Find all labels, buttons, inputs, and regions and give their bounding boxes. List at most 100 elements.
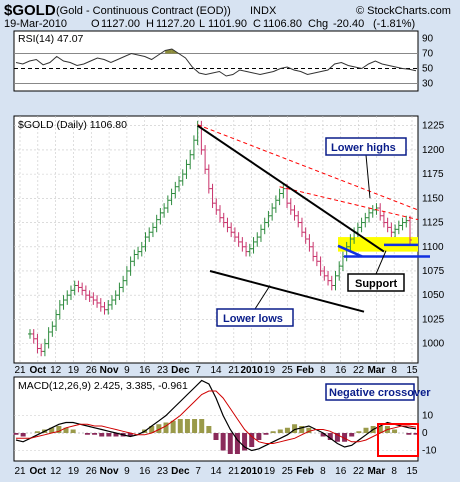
price-grid [14,116,418,363]
price-tick-label: 1200 [422,145,445,156]
x-axis-tick-label: 25 [282,365,294,376]
resistance-line-lower [279,186,419,221]
macd-histogram-bar [49,427,55,433]
price-panel: $GOLD (Daily) 1106.80 1225 1200 1175 1150 11… [13,115,445,364]
price-tick-label: 1150 [422,193,444,204]
rsi-grid [14,53,418,84]
macd-histogram-bar [249,433,255,447]
price-tick-label: 1100 [422,242,444,253]
x-axis-tick-label: 12 [50,365,62,376]
lower-highs-pointer [365,154,371,199]
x-axis-tick-label: 2010 [241,466,264,477]
macd-histogram-bar [406,433,412,435]
macd-histogram-bar [349,433,355,437]
x-axis-tick-label: 25 [282,466,294,477]
x-axis-tick-label: 21 [14,365,26,376]
price-label: $GOLD (Daily) 1106.80 [18,119,127,131]
lower-highs-callout: Lower highs [325,137,407,156]
macd-histogram-bar [242,433,248,451]
rsi-tick-label: 70 [422,49,434,60]
price-tick-label: 1175 [422,169,444,180]
x-axis-tick-label: Dec [171,365,190,376]
x-axis-tick-label: 8 [320,466,326,477]
x-axis-tick-label: 21 [14,466,26,477]
price-tick-label: 1225 [422,121,445,132]
chart-exchange: INDX [250,5,277,17]
x-axis-tick-label: 19 [264,466,276,477]
macd-histogram-bar [113,433,119,437]
macd-histogram-bar [163,422,169,433]
x-axis-tick-label: 2010 [241,365,264,376]
x-axis-tick-label: 8 [391,365,397,376]
lower-lows-pointer [254,285,271,310]
lower-lows-callout: Lower lows [216,308,294,327]
x-axis-tick-label: 22 [353,365,365,376]
macd-histogram-bar [220,433,226,451]
x-axis-tick-label: Feb [296,466,314,477]
macd-histogram-bar [306,427,312,433]
x-axis-tick-label: 22 [353,466,365,477]
macd-histogram-bar [342,433,348,442]
price-tick-label: 1125 [422,218,444,229]
macd-histogram-bar [127,433,133,437]
chg-label: Chg [308,18,328,30]
macd-histogram-bar [363,427,369,433]
macd-histogram-bar [334,433,340,442]
macd-histogram-bar [34,431,40,433]
x-axis-tick-label: 8 [391,466,397,477]
x-axis-tick-label: 15 [406,466,418,477]
macd-histogram-bar [106,433,112,437]
price-bars [28,120,412,357]
low-label: L [199,18,205,30]
x-axis-tick-label: Dec [171,466,190,477]
price-y-axis: 1225 1200 1175 1150 1125 1100 1075 1050 1025 1000 [422,121,445,350]
lower-lows-box [216,308,294,327]
macd-histogram-bar [156,424,162,433]
macd-histogram-bar [99,433,105,437]
x-axis-tick-label: 16 [335,365,347,376]
lower-highs-box [325,137,407,156]
x-axis-tick-label: Nov [100,466,119,477]
x-axis-tick-label: 23 [157,466,169,477]
macd-histogram-bar [277,429,283,433]
x-axis-tick-label: 26 [86,365,98,376]
close-label: C [253,18,261,30]
macd-histogram-bar [299,426,305,433]
macd-histogram-bar [234,433,240,454]
open-label: O [91,18,100,30]
chart-description: (Gold - Continuous Contract (EOD)) [56,5,231,17]
rsi-panel-frame [13,30,419,92]
macd-histogram-bar [292,424,298,433]
macd-histogram-bar [177,419,183,433]
negative-crossover-callout: Negative crossover [325,383,431,457]
rsi-tick-label: 30 [422,79,434,90]
x-axis-tick-label: 16 [335,466,347,477]
price-tick-label: 1050 [422,290,445,301]
open-value: 1127.00 [101,18,140,30]
macd-y-axis: 10 0 -10 [422,411,437,457]
chg-pct: (-1.81%) [373,18,415,30]
chart-date: 19-Mar-2010 [4,18,67,30]
rsi-label: RSI(14) 47.07 [18,33,84,45]
price-tick-label: 1075 [422,266,445,277]
macd-line [15,379,417,452]
x-axis-tick-label: 19 [68,466,80,477]
negative-crossover-text: Negative crossover [329,387,431,399]
macd-histogram-bar [206,426,212,433]
rsi-tick-label: 90 [422,34,434,45]
x-axis-tick-label: 15 [406,365,418,376]
macd-histogram-bar [270,431,276,433]
negative-crossover-box [325,383,415,401]
x-axis-tick-label: 9 [124,466,130,477]
rsi-tick-label: 50 [422,64,434,75]
x-axis-middle: 21 Oct 12 19 26 Nov 9 16 23 Dec 7 14 21 2010 19 25 Feb 8 1… [14,365,418,376]
macd-histogram-bar [256,433,262,440]
x-axis-tick-label: Mar [367,365,385,376]
x-axis-tick-label: Feb [296,365,314,376]
macd-histogram-bar [63,427,69,433]
macd-histogram-bar [284,427,290,433]
support-line-left [337,244,363,258]
rsi-panel: RSI(14) 47.07 90 70 50 30 [13,30,434,92]
macd-tick-label: 0 [422,428,428,439]
lower-lows-text: Lower lows [223,313,283,325]
